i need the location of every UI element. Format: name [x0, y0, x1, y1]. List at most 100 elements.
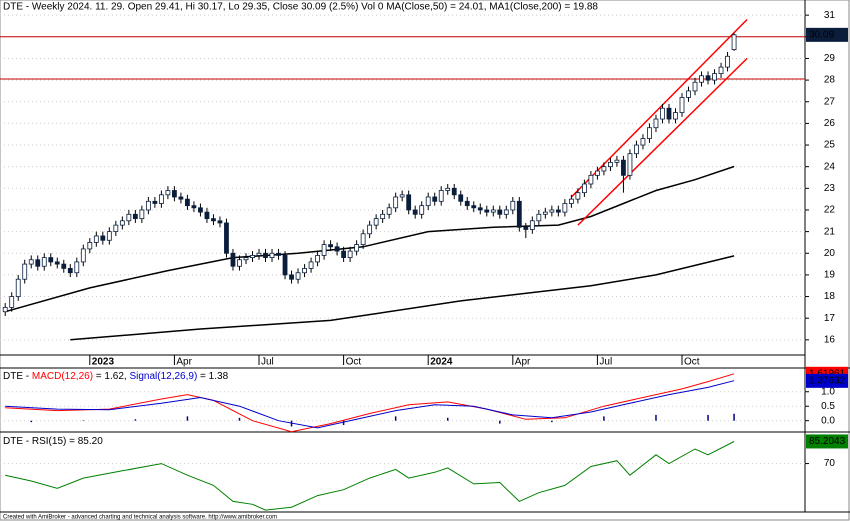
candle-body — [614, 159, 620, 163]
candle-body — [529, 220, 535, 230]
candle-body — [100, 235, 106, 241]
candle-body — [243, 257, 249, 261]
candle-body — [67, 268, 73, 274]
candle-body — [354, 244, 360, 252]
candle-body — [419, 205, 425, 215]
candle-body — [80, 248, 86, 263]
candle-body — [588, 174, 594, 185]
candle-body — [237, 259, 242, 267]
candle-body — [608, 161, 613, 168]
candle-body — [458, 194, 464, 202]
candle-body — [660, 107, 665, 120]
candle-body — [380, 213, 386, 220]
x-tick-label: Apr — [176, 357, 192, 368]
y-tick-label: 16 — [824, 334, 836, 345]
candle-body — [464, 200, 470, 207]
candle-body — [198, 207, 203, 213]
indicator-line — [5, 380, 735, 429]
candle-body — [601, 166, 607, 172]
candle-body — [490, 209, 496, 213]
x-tick-label: Apr — [515, 357, 531, 368]
y-tick-label: 28 — [824, 75, 836, 86]
candle-body — [15, 278, 21, 297]
candle-body — [191, 205, 197, 209]
candle-body — [373, 218, 379, 226]
candle-body — [731, 34, 737, 50]
candle-body — [523, 226, 529, 230]
candle-body — [256, 252, 262, 256]
x-tick-label: Jul — [599, 357, 612, 368]
candle-body — [158, 194, 164, 204]
candle-body — [282, 255, 288, 276]
candle-body — [673, 112, 678, 120]
candle-body — [113, 224, 119, 233]
candle-body — [497, 209, 503, 215]
candle-body — [308, 261, 314, 269]
y-tick-label: 31 — [824, 10, 836, 21]
candle-body — [61, 263, 67, 269]
trend-line — [577, 57, 748, 226]
candle-body — [211, 218, 216, 222]
candle-body — [224, 222, 229, 254]
candle-body — [627, 153, 633, 176]
candle-body — [119, 220, 125, 226]
candle-body — [334, 246, 340, 252]
y-tick-label: 23 — [824, 183, 836, 194]
y-tick-label: 21 — [824, 226, 836, 237]
candle-body — [41, 257, 47, 267]
candle-body — [230, 252, 236, 267]
candle-body — [289, 274, 294, 280]
candle-body — [516, 200, 522, 228]
last-value-box — [806, 373, 848, 388]
last-value-label: 85.2043 — [809, 436, 846, 447]
y-tick-label: 70 — [824, 458, 836, 469]
candle-body — [412, 209, 418, 215]
trend-line — [570, 18, 748, 198]
candle-body — [2, 306, 8, 313]
candle-body — [568, 198, 574, 204]
candle-body — [653, 118, 659, 129]
y-tick-label: 29 — [824, 53, 836, 64]
title-part: Signal(12,26,9) — [129, 371, 197, 382]
candle-body — [445, 187, 451, 191]
candle-body — [185, 198, 190, 207]
candle-body — [510, 200, 516, 211]
candle-body — [263, 252, 268, 258]
candle-body — [451, 187, 457, 196]
candle-body — [647, 127, 652, 139]
last-value-label: 1.37632 — [809, 375, 846, 386]
candle-body — [22, 263, 28, 280]
title-part: = 1.62, — [93, 371, 129, 382]
candle-body — [542, 211, 548, 215]
candle-body — [172, 190, 177, 198]
x-tick-label: 2024 — [430, 357, 453, 368]
candle-body — [347, 250, 353, 258]
candle-body — [250, 255, 255, 258]
title-part: DTE - — [3, 371, 32, 382]
macd-title: DTE - MACD(12,26) = 1.62, Signal(12,26,9… — [3, 371, 229, 382]
candle-body — [54, 261, 60, 265]
candle-body — [679, 97, 685, 113]
candle-body — [341, 250, 347, 258]
x-tick-label: Jul — [261, 357, 274, 368]
y-tick-label: 19 — [824, 270, 836, 281]
candle-body — [204, 211, 210, 220]
candle-body — [276, 252, 281, 256]
last-value-box — [806, 27, 848, 42]
candle-body — [562, 203, 568, 213]
footer: Created with AmiBroker - advanced charti… — [3, 515, 277, 521]
candle-body — [477, 207, 483, 211]
candle-body — [666, 107, 672, 120]
candle-body — [634, 144, 639, 155]
candle-body — [217, 220, 223, 224]
candle-body — [699, 75, 704, 83]
candle-body — [536, 213, 542, 222]
candle-body — [425, 196, 431, 207]
candle-body — [718, 66, 724, 74]
moving-average — [4, 165, 735, 313]
indicator-line — [5, 441, 735, 511]
candle-body — [595, 170, 600, 176]
last-value-box — [806, 434, 848, 449]
candle-body — [692, 81, 698, 92]
candle-body — [145, 200, 151, 211]
